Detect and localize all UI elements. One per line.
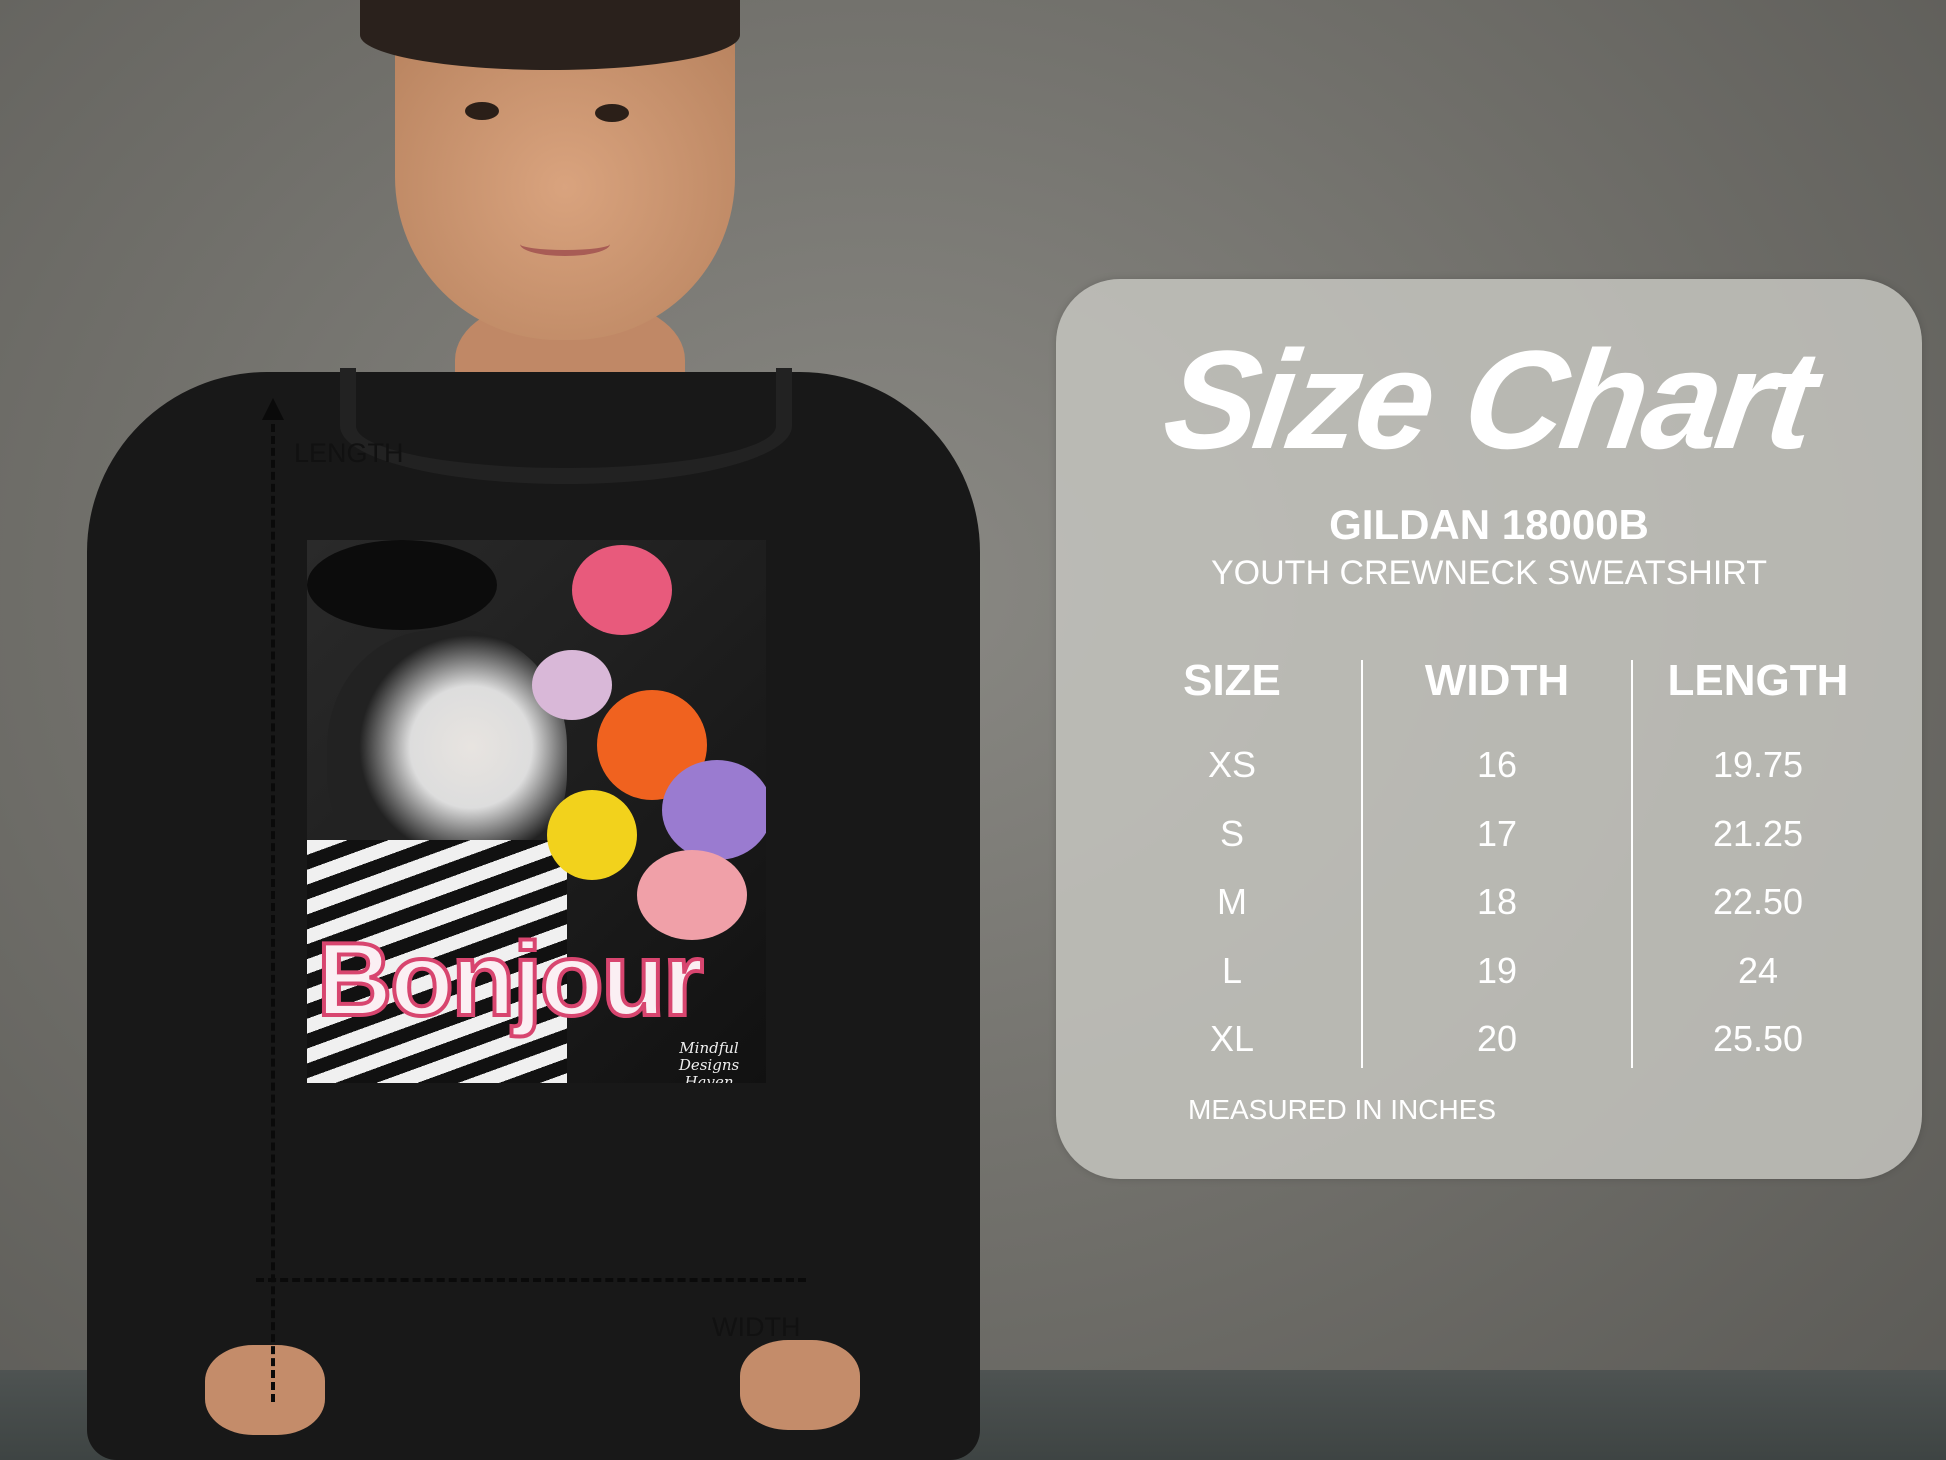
length-cell: 19.75 — [1712, 744, 1804, 785]
flower-peach — [637, 850, 747, 940]
column-header: LENGTH — [1667, 656, 1849, 705]
size-cell: L — [1221, 949, 1243, 991]
model-eye-left — [465, 102, 499, 120]
width-cell: 17 — [1476, 812, 1518, 854]
striped-shirt-illustration — [307, 840, 567, 1083]
size-cell: S — [1219, 812, 1244, 854]
width-column: WIDTH 16 17 18 19 20 — [1372, 659, 1622, 1086]
graphic-signature: Mindful Designs Haven — [652, 1039, 766, 1084]
width-measure-line — [256, 1278, 806, 1282]
column-header: SIZE — [1183, 656, 1281, 705]
size-column: SIZE XS S M L XL — [1107, 659, 1357, 1086]
flower-yellow — [547, 790, 637, 880]
width-cell: 20 — [1476, 1018, 1518, 1059]
length-label: LENGTH — [294, 438, 404, 468]
flower-pink — [572, 545, 672, 635]
size-chart-panel: Size Chart GILDAN 18000B YOUTH CREWNECK … — [1056, 279, 1922, 1179]
width-cell: 18 — [1476, 881, 1518, 922]
model-hand-left — [205, 1345, 325, 1435]
beret-illustration — [307, 540, 497, 630]
length-cell: 24 — [1737, 949, 1779, 991]
sweatshirt-graphic: Bonjour Mindful Designs Haven — [307, 540, 766, 1083]
flower-lilac — [532, 650, 612, 720]
signature-line: Mindful Designs — [678, 1039, 740, 1074]
signature-line: Haven — [684, 1073, 734, 1084]
length-column: LENGTH 19.75 21.25 22.50 24 25.50 — [1633, 659, 1883, 1086]
length-cell: 21.25 — [1712, 812, 1804, 854]
column-divider — [1631, 660, 1633, 1068]
width-label: WIDTH — [712, 1312, 801, 1342]
size-cell: XS — [1207, 744, 1257, 785]
model-eye-right — [595, 104, 629, 122]
column-header: WIDTH — [1424, 656, 1570, 705]
size-cell: M — [1217, 881, 1247, 922]
length-cell: 22.50 — [1712, 881, 1804, 922]
graphic-headline: Bonjour — [315, 922, 706, 1038]
column-divider — [1361, 660, 1363, 1068]
sweatshirt-collar — [340, 368, 792, 484]
flower-purple — [662, 760, 766, 860]
brand-model: GILDAN 18000B — [1329, 501, 1649, 548]
width-cell: 19 — [1476, 949, 1518, 991]
model-hand-right — [740, 1340, 860, 1430]
measurement-note: MEASURED IN INCHES — [1188, 1094, 1497, 1125]
width-cell: 16 — [1476, 744, 1518, 785]
length-arrow-icon — [262, 398, 284, 420]
length-cell: 25.50 — [1712, 1018, 1804, 1059]
size-cell: XL — [1209, 1018, 1255, 1059]
model-mouth — [520, 232, 610, 256]
length-measure-line — [271, 412, 275, 1402]
model-hair — [360, 0, 740, 70]
size-chart-title: Size Chart — [1155, 321, 1823, 478]
product-name: YOUTH CREWNECK SWEATSHIRT — [1211, 554, 1767, 592]
